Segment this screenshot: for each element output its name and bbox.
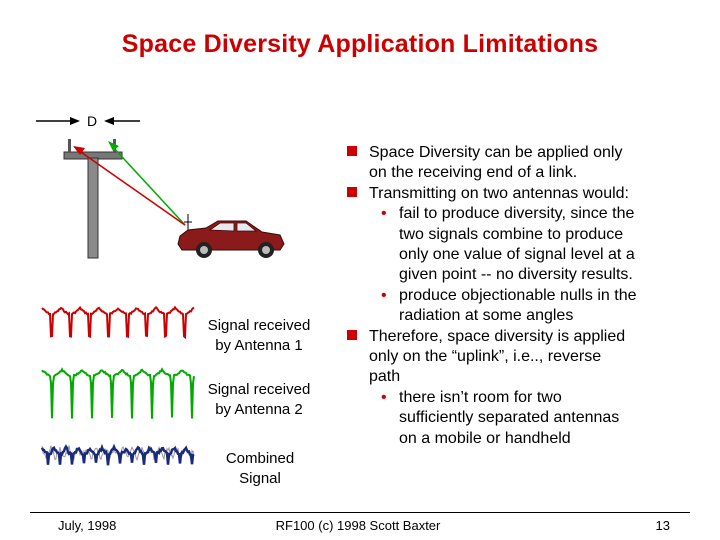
waveform-path xyxy=(41,305,195,340)
bullet-item: Therefore, space diversity is applied on… xyxy=(347,327,709,388)
footer-divider xyxy=(30,512,690,513)
waveform-path xyxy=(40,443,195,466)
spacing-arrows xyxy=(36,117,140,125)
slide-title: Space Diversity Application Limitations xyxy=(121,30,599,58)
bullet-list: Space Diversity can be applied only on t… xyxy=(347,143,709,449)
footer-credit: RF100 (c) 1998 Scott Baxter xyxy=(275,518,441,533)
antenna-tower xyxy=(63,139,123,259)
square-bullet-icon xyxy=(347,329,357,340)
dot-bullet-icon: • xyxy=(381,388,387,406)
signal2-label: Signal received by Antenna 2 xyxy=(207,381,311,418)
dot-bullet-icon: • xyxy=(381,286,387,304)
square-bullet-icon xyxy=(347,186,357,197)
waveform-path xyxy=(41,367,195,419)
square-bullet-icon xyxy=(347,146,357,156)
signal-paths xyxy=(73,141,186,226)
dot-bullet-icon: • xyxy=(381,205,387,223)
sub-bullet-item: • fail to produce diversity, since the t… xyxy=(381,205,635,284)
footer-page-number: 13 xyxy=(655,518,670,533)
bullet-item: Space Diversity can be applied only on t… xyxy=(347,143,709,184)
car-icon xyxy=(177,214,285,258)
combined-label: Combined Signal xyxy=(225,450,295,487)
sub-bullet-item: • produce objectionable nulls in the rad… xyxy=(381,286,637,325)
spacing-label: D xyxy=(87,113,97,129)
footer-date: July, 1998 xyxy=(58,518,117,533)
sub-bullet-item: • there isn’t room for two sufficiently … xyxy=(381,388,620,447)
signal1-label: Signal received by Antenna 1 xyxy=(207,317,311,354)
antenna1-signal-trace xyxy=(41,305,195,340)
combined-signal-trace xyxy=(40,443,195,466)
bullet-item: Transmitting on two antennas would: xyxy=(347,184,709,204)
antenna2-signal-trace xyxy=(41,367,195,419)
